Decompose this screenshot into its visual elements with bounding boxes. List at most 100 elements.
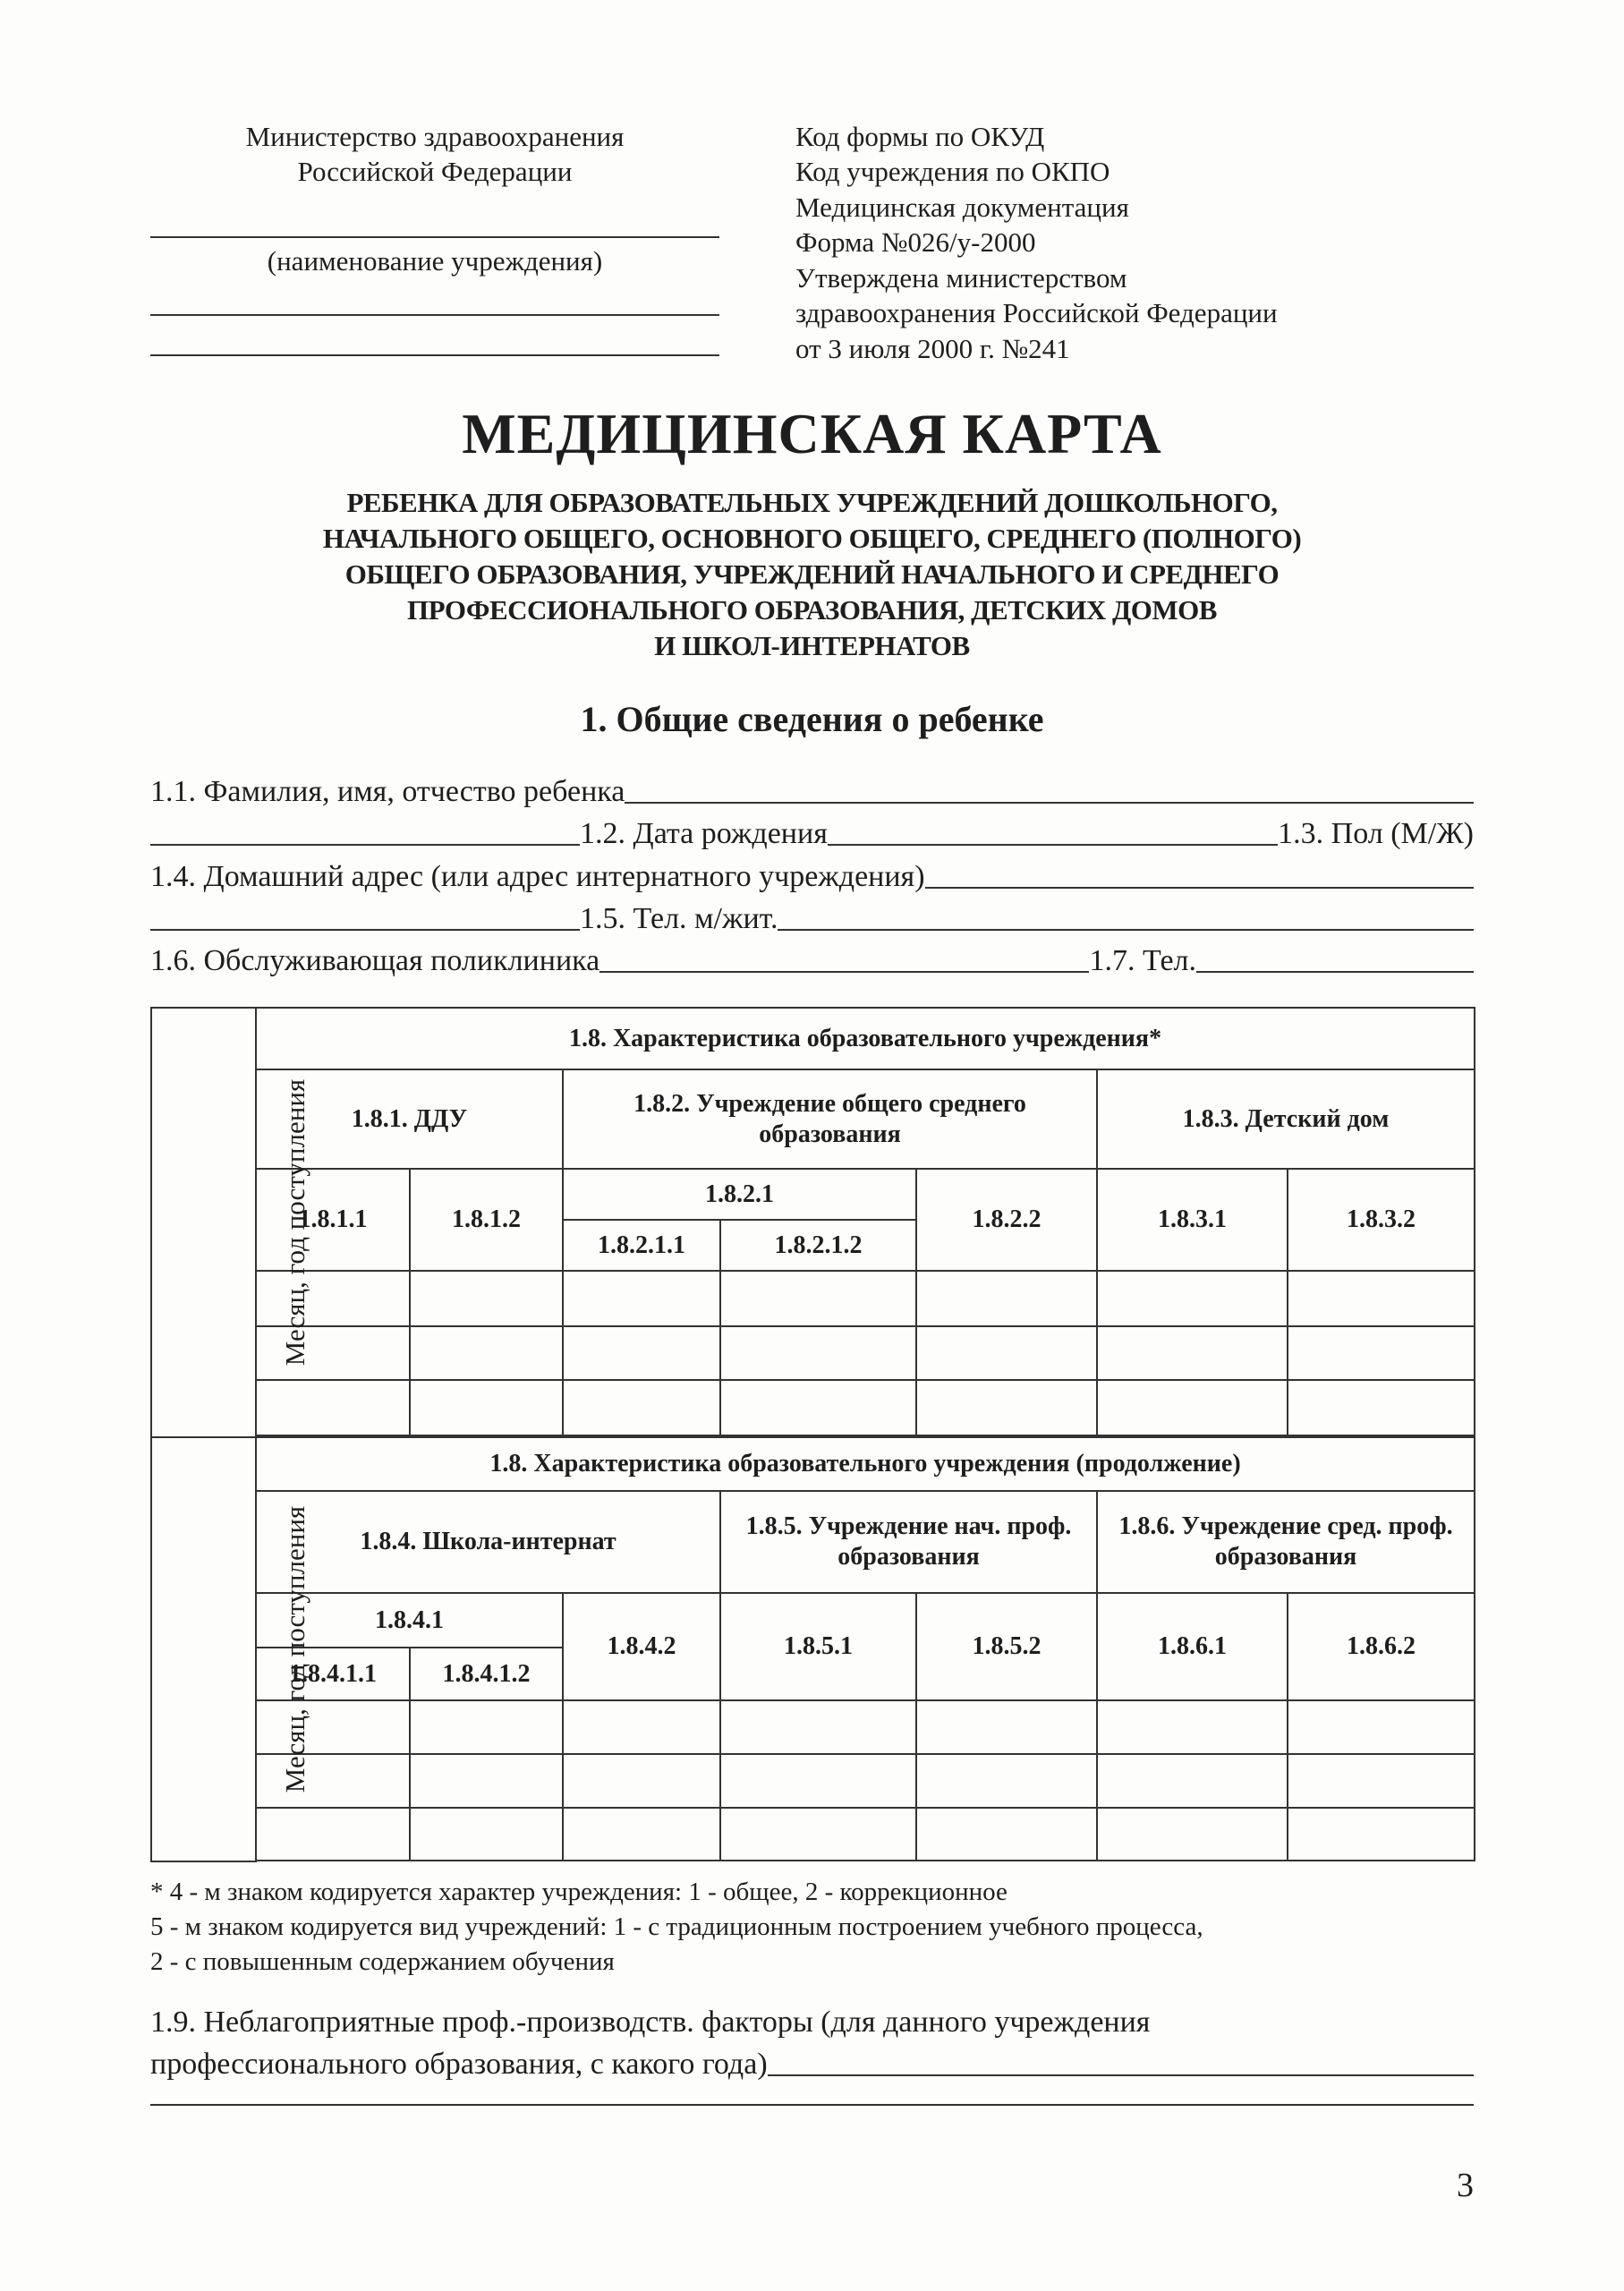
med-doc-label: Медицинская документация — [795, 192, 1129, 223]
full-name-input[interactable] — [625, 802, 1474, 804]
cell[interactable] — [1096, 1379, 1288, 1436]
clinic-phone-input[interactable] — [1196, 971, 1474, 973]
cell[interactable] — [255, 1807, 411, 1861]
part2-heading: 1.8. Характеристика образовательного учр… — [254, 1436, 1476, 1492]
institution-table: Месяц, год поступления 1.8. Характеристи… — [150, 1007, 1476, 1862]
address-input[interactable] — [924, 887, 1474, 889]
cell[interactable] — [409, 1379, 564, 1436]
group-secondary-vocational: 1.8.6. Учреждение сред. проф. образовани… — [1095, 1490, 1476, 1594]
cell[interactable] — [719, 1753, 917, 1809]
cell[interactable] — [562, 1753, 721, 1809]
full-name-input-cont[interactable] — [150, 844, 580, 846]
clinic-input[interactable] — [599, 971, 1090, 973]
code-cell: 1.8.4.1.1 — [255, 1647, 411, 1701]
table-row — [151, 1699, 1476, 1755]
cell[interactable] — [1286, 1699, 1476, 1755]
cell[interactable] — [1096, 1753, 1288, 1809]
code-cell: 1.8.3.2 — [1286, 1168, 1476, 1272]
clinic-label: 1.6. Обслуживающая поликлиника — [150, 944, 600, 977]
approved-date: от 3 июля 2000 г. №241 — [795, 333, 1070, 364]
cell[interactable] — [1096, 1699, 1288, 1755]
cell[interactable] — [409, 1699, 564, 1755]
group-primary-vocational: 1.8.5. Учреждение нач. проф. образования — [719, 1490, 1098, 1594]
page-number: 3 — [1457, 2167, 1474, 2204]
month-year-header: Месяц, год поступления — [150, 1436, 310, 1862]
cell[interactable] — [255, 1325, 411, 1381]
okud-code-label: Код формы по ОКУД — [795, 121, 1045, 152]
code-cell: 1.8.2.1.1 — [562, 1219, 721, 1272]
field-full-name: 1.1. Фамилия, имя, отчество ребенка — [150, 770, 1474, 809]
birthdate-input[interactable] — [827, 844, 1279, 846]
clinic-phone-label: 1.7. Тел. — [1089, 944, 1196, 977]
ministry-line-2: Российской Федерации — [297, 156, 573, 187]
cell[interactable] — [915, 1325, 1098, 1381]
cell[interactable] — [255, 1753, 411, 1809]
cell[interactable] — [1286, 1807, 1476, 1861]
institution-line-2[interactable] — [150, 314, 719, 316]
hazards-input[interactable] — [767, 2074, 1474, 2076]
part1-heading: 1.8. Характеристика образовательного учр… — [254, 1007, 1476, 1070]
table-row — [151, 1270, 1476, 1327]
cell[interactable] — [719, 1325, 917, 1381]
table-row — [151, 1325, 1476, 1381]
cell[interactable] — [1096, 1270, 1288, 1327]
footnote-line: * 4 - м знаком кодируется характер учреж… — [150, 1878, 1008, 1906]
cell[interactable] — [562, 1270, 721, 1327]
cell[interactable] — [562, 1807, 721, 1861]
cell[interactable] — [1096, 1325, 1288, 1381]
footnote-line: 5 - м знаком кодируется вид учреждений: … — [150, 1912, 1203, 1941]
cell[interactable] — [915, 1270, 1098, 1327]
month-year-header: Месяц, год поступления — [150, 1007, 310, 1438]
code-cell: 1.8.5.2 — [915, 1592, 1098, 1701]
code-cell: 1.8.1.1 — [255, 1168, 411, 1272]
cell[interactable] — [255, 1699, 411, 1755]
cell[interactable] — [915, 1379, 1098, 1436]
field-phone: 1.5. Тел. м/жит. — [150, 897, 1474, 936]
address-label: 1.4. Домашний адрес (или адрес интернатн… — [150, 860, 925, 893]
table-row — [151, 1753, 1476, 1809]
okpo-code-label: Код учреждения по ОКПО — [795, 156, 1110, 187]
code-cell: 1.8.2.2 — [915, 1168, 1098, 1272]
footnote-line: 2 - с повышенным содержанием обучения — [150, 1947, 615, 1976]
cell[interactable] — [562, 1699, 721, 1755]
cell[interactable] — [915, 1807, 1098, 1861]
hazards-input-line-2[interactable] — [150, 2104, 1474, 2106]
address-input-cont[interactable] — [150, 929, 580, 931]
hazards-label-2: профессионального образования, с какого … — [150, 2048, 768, 2081]
cell[interactable] — [719, 1699, 917, 1755]
cell[interactable] — [562, 1379, 721, 1436]
cell[interactable] — [409, 1753, 564, 1809]
cell[interactable] — [1286, 1270, 1476, 1327]
phone-input[interactable] — [778, 929, 1474, 931]
cell[interactable] — [255, 1379, 411, 1436]
cell[interactable] — [409, 1270, 564, 1327]
code-cell: 1.8.4.1.2 — [409, 1647, 564, 1701]
cell[interactable] — [1286, 1379, 1476, 1436]
subtitle-line: НАЧАЛЬНОГО ОБЩЕГО, ОСНОВНОГО ОБЩЕГО, СРЕ… — [322, 523, 1302, 554]
institution-name-line[interactable] — [150, 236, 719, 238]
cell[interactable] — [409, 1325, 564, 1381]
table-row — [151, 1379, 1476, 1436]
cell[interactable] — [719, 1807, 917, 1861]
cell[interactable] — [1286, 1325, 1476, 1381]
cell[interactable] — [1286, 1753, 1476, 1809]
cell[interactable] — [915, 1699, 1098, 1755]
ministry-line-1: Министерство здравоохранения — [245, 121, 625, 152]
cell[interactable] — [719, 1270, 917, 1327]
cell[interactable] — [409, 1807, 564, 1861]
group-ddu: 1.8.1. ДДУ — [255, 1069, 564, 1170]
cell[interactable] — [255, 1270, 411, 1327]
cell[interactable] — [719, 1379, 917, 1436]
institution-line-3[interactable] — [150, 354, 719, 356]
code-cell: 1.8.2.1 — [562, 1168, 917, 1221]
code-cell: 1.8.4.2 — [562, 1592, 721, 1701]
subtitle: РЕБЕНКА ДЛЯ ОБРАЗОВАТЕЛЬНЫХ УЧРЕЖДЕНИЙ Д… — [0, 485, 1624, 664]
group-boarding-school: 1.8.4. Школа-интернат — [255, 1490, 721, 1594]
code-cell: 1.8.6.1 — [1096, 1592, 1288, 1701]
code-cell: 1.8.1.2 — [409, 1168, 564, 1272]
cell[interactable] — [915, 1753, 1098, 1809]
cell[interactable] — [562, 1325, 721, 1381]
approved-by-line-1: Утверждена министерством — [795, 262, 1127, 294]
cell[interactable] — [1096, 1807, 1288, 1861]
phone-label: 1.5. Тел. м/жит. — [580, 902, 778, 935]
